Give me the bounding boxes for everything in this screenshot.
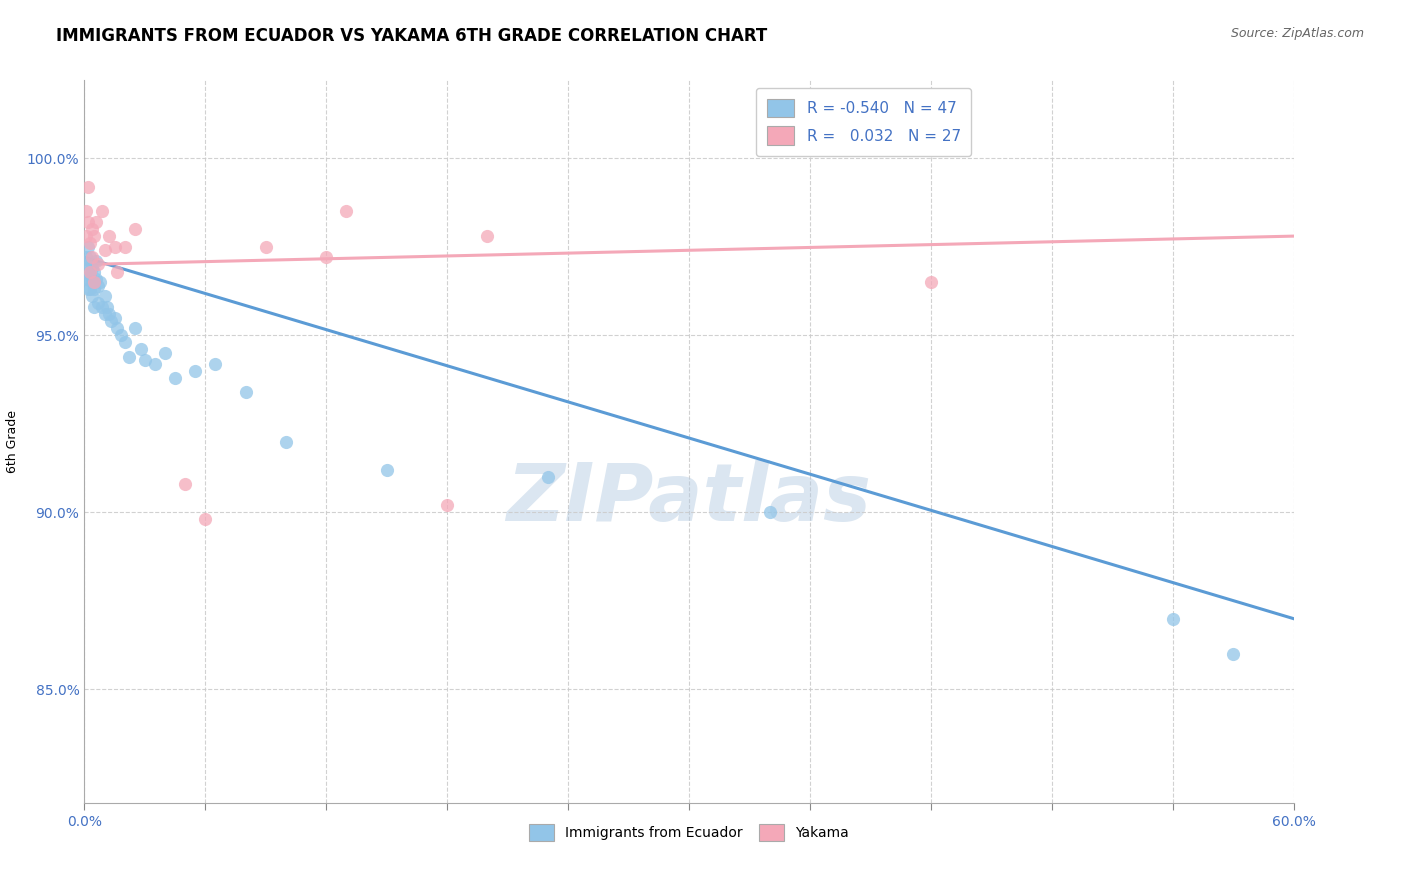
Point [274, 434, 297, 449]
Point [124, 321, 146, 335]
Point [86, 253, 108, 268]
Point [96, 300, 118, 314]
Point [77, 257, 100, 271]
Point [75, 204, 97, 219]
Point [118, 350, 141, 364]
Point [87, 296, 110, 310]
Point [537, 470, 560, 484]
Point [920, 275, 942, 289]
Point [129, 343, 152, 357]
Text: ZIPatlas: ZIPatlas [506, 460, 872, 539]
Point [114, 335, 136, 350]
Point [124, 222, 146, 236]
Point [82, 251, 104, 265]
Point [134, 353, 156, 368]
Point [105, 264, 128, 278]
Point [104, 240, 127, 254]
Point [104, 310, 127, 325]
Point [758, 505, 780, 519]
Point [79, 264, 101, 278]
Point [91, 300, 114, 314]
Point [436, 498, 458, 512]
Point [77, 271, 100, 285]
Point [110, 328, 132, 343]
Point [143, 357, 166, 371]
Point [375, 463, 398, 477]
Point [77, 215, 100, 229]
Point [1161, 612, 1184, 626]
Point [82, 275, 104, 289]
Y-axis label: 6th Grade: 6th Grade [6, 410, 18, 473]
Point [335, 204, 357, 219]
Point [204, 357, 226, 371]
Point [83, 300, 105, 314]
Point [114, 240, 136, 254]
Point [87, 257, 110, 271]
Point [79, 236, 101, 251]
Point [83, 275, 105, 289]
Text: Source: ZipAtlas.com: Source: ZipAtlas.com [1230, 27, 1364, 40]
Point [93, 307, 115, 321]
Point [82, 260, 104, 275]
Point [77, 240, 100, 254]
Point [83, 282, 105, 296]
Point [165, 371, 187, 385]
Point [93, 289, 115, 303]
Point [75, 251, 97, 265]
Point [194, 512, 217, 526]
Text: IMMIGRANTS FROM ECUADOR VS YAKAMA 6TH GRADE CORRELATION CHART: IMMIGRANTS FROM ECUADOR VS YAKAMA 6TH GR… [56, 27, 768, 45]
Point [254, 240, 277, 254]
Point [100, 314, 122, 328]
Point [1222, 647, 1244, 661]
Point [477, 229, 499, 244]
Point [97, 229, 120, 244]
Point [82, 289, 104, 303]
Point [82, 222, 104, 236]
Point [184, 364, 207, 378]
Point [75, 271, 97, 285]
Point [75, 229, 97, 244]
Point [153, 346, 176, 360]
Point [86, 215, 108, 229]
Point [174, 477, 197, 491]
Point [79, 268, 101, 282]
Legend: Immigrants from Ecuador, Yakama: Immigrants from Ecuador, Yakama [523, 818, 855, 847]
Point [87, 278, 110, 293]
Point [97, 307, 120, 321]
Point [86, 271, 108, 285]
Point [83, 229, 105, 244]
Point [79, 251, 101, 265]
Point [315, 251, 337, 265]
Point [83, 264, 105, 278]
Point [105, 321, 128, 335]
Point [79, 282, 101, 296]
Point [77, 282, 100, 296]
Point [93, 244, 115, 258]
Point [77, 179, 100, 194]
Point [91, 204, 114, 219]
Point [75, 260, 97, 275]
Point [235, 384, 257, 399]
Point [89, 275, 111, 289]
